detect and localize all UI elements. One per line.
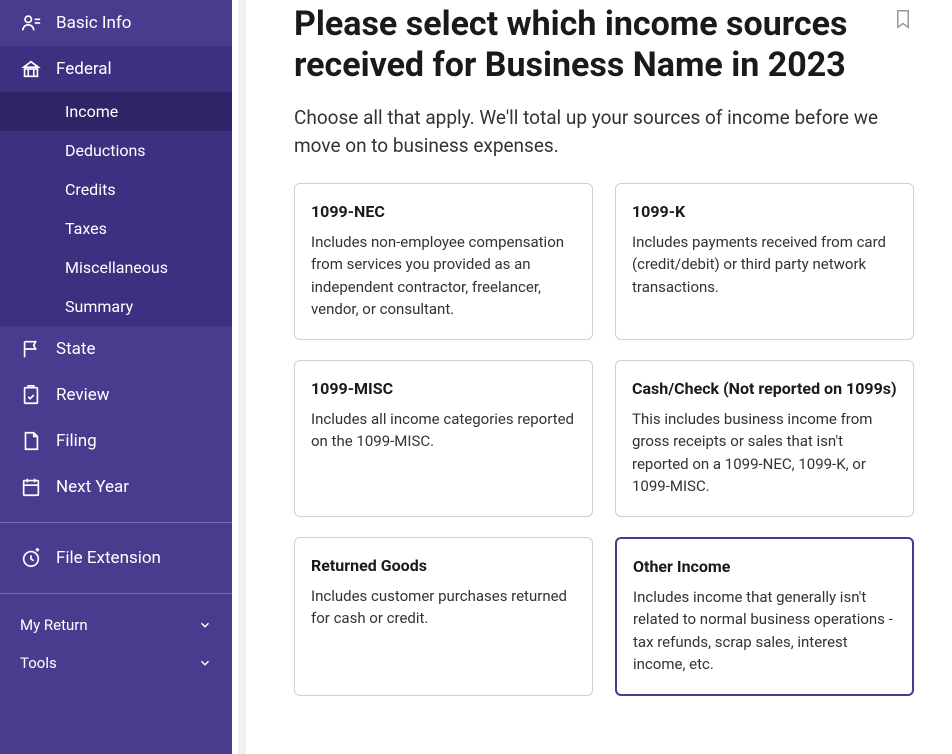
calendar-icon	[20, 476, 42, 498]
card-title: 1099-MISC	[311, 379, 576, 398]
divider	[0, 522, 232, 523]
nav-label: Basic Info	[56, 13, 131, 33]
income-source-cards: 1099-NEC Includes non-employee compensat…	[294, 183, 914, 696]
nav-item-basic-info[interactable]: Basic Info	[0, 0, 232, 46]
sub-item-taxes[interactable]: Taxes	[0, 209, 232, 248]
divider	[0, 593, 232, 594]
collapsible-label: Tools	[20, 654, 57, 672]
flag-icon	[20, 338, 42, 360]
file-icon	[20, 430, 42, 452]
collapsible-tools[interactable]: Tools	[0, 644, 232, 682]
nav-item-filing[interactable]: Filing	[0, 418, 232, 464]
nav-label: Review	[56, 385, 110, 405]
main-content: Please select which income sources recei…	[232, 0, 952, 754]
card-title: 1099-K	[632, 202, 897, 221]
card-1099-k[interactable]: 1099-K Includes payments received from c…	[615, 183, 914, 340]
card-1099-nec[interactable]: 1099-NEC Includes non-employee compensat…	[294, 183, 593, 340]
nav-label: Filing	[56, 431, 97, 451]
clock-plus-icon	[20, 547, 42, 569]
card-1099-misc[interactable]: 1099-MISC Includes all income categories…	[294, 360, 593, 517]
page-title: Please select which income sources recei…	[294, 4, 914, 86]
sidebar: Basic Info Federal Income Deductions Cre…	[0, 0, 232, 754]
nav-item-federal[interactable]: Federal	[0, 46, 232, 92]
collapsible-label: My Return	[20, 616, 88, 634]
card-desc: Includes non-employee compensation from …	[311, 231, 576, 321]
sub-item-income[interactable]: Income	[0, 92, 232, 131]
nav-item-file-extension[interactable]: File Extension	[0, 535, 232, 581]
user-icon	[20, 12, 42, 34]
nav-label: Next Year	[56, 477, 129, 497]
page-subheading: Choose all that apply. We'll total up yo…	[294, 104, 914, 161]
nav-section: Basic Info Federal Income Deductions Cre…	[0, 0, 232, 682]
chevron-down-icon	[198, 618, 212, 632]
card-desc: Includes customer purchases returned for…	[311, 585, 576, 630]
nav-item-state[interactable]: State	[0, 326, 232, 372]
card-title: Cash/Check (Not reported on 1099s)	[632, 379, 897, 398]
sub-item-summary[interactable]: Summary	[0, 287, 232, 326]
card-title: Returned Goods	[311, 556, 576, 575]
nav-label: State	[56, 339, 95, 359]
federal-sub-list: Income Deductions Credits Taxes Miscella…	[0, 92, 232, 326]
nav-label: Federal	[56, 59, 112, 79]
card-desc: Includes payments received from card (cr…	[632, 231, 897, 299]
clipboard-icon	[20, 384, 42, 406]
card-desc: This includes business income from gross…	[632, 408, 897, 498]
sub-item-miscellaneous[interactable]: Miscellaneous	[0, 248, 232, 287]
card-other-income[interactable]: Other Income Includes income that genera…	[615, 537, 914, 696]
bookmark-icon[interactable]	[894, 8, 912, 30]
card-title: 1099-NEC	[311, 202, 576, 221]
sub-item-credits[interactable]: Credits	[0, 170, 232, 209]
nav-item-review[interactable]: Review	[0, 372, 232, 418]
nav-item-next-year[interactable]: Next Year	[0, 464, 232, 510]
card-title: Other Income	[633, 557, 896, 576]
card-returned-goods[interactable]: Returned Goods Includes customer purchas…	[294, 537, 593, 696]
nav-label: File Extension	[56, 548, 161, 568]
sub-item-deductions[interactable]: Deductions	[0, 131, 232, 170]
card-cash-check[interactable]: Cash/Check (Not reported on 1099s) This …	[615, 360, 914, 517]
chevron-down-icon	[198, 656, 212, 670]
collapsible-my-return[interactable]: My Return	[0, 606, 232, 644]
card-desc: Includes all income categories reported …	[311, 408, 576, 453]
card-desc: Includes income that generally isn't rel…	[633, 586, 896, 676]
capitol-icon	[20, 58, 42, 80]
